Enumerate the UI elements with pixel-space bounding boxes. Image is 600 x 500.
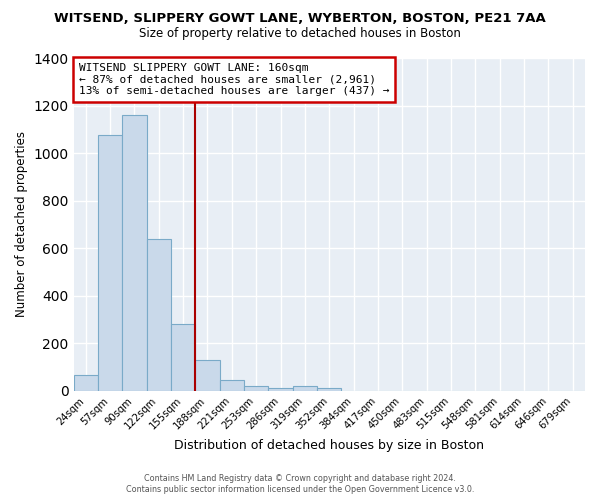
Bar [98, 135, 122, 390]
Bar [244, 386, 268, 390]
X-axis label: Distribution of detached houses by size in Boston: Distribution of detached houses by size … [174, 440, 484, 452]
Text: WITSEND SLIPPERY GOWT LANE: 160sqm
← 87% of detached houses are smaller (2,961)
: WITSEND SLIPPERY GOWT LANE: 160sqm ← 87%… [79, 63, 389, 96]
Bar [293, 386, 317, 390]
Y-axis label: Number of detached properties: Number of detached properties [15, 132, 28, 318]
Bar [122, 115, 146, 390]
Bar [171, 324, 196, 390]
Bar [196, 360, 220, 390]
Bar [220, 380, 244, 390]
Bar [317, 388, 341, 390]
Bar [268, 388, 293, 390]
Text: WITSEND, SLIPPERY GOWT LANE, WYBERTON, BOSTON, PE21 7AA: WITSEND, SLIPPERY GOWT LANE, WYBERTON, B… [54, 12, 546, 26]
Text: Contains HM Land Registry data © Crown copyright and database right 2024.
Contai: Contains HM Land Registry data © Crown c… [126, 474, 474, 494]
Bar [146, 238, 171, 390]
Text: Size of property relative to detached houses in Boston: Size of property relative to detached ho… [139, 28, 461, 40]
Bar [74, 375, 98, 390]
